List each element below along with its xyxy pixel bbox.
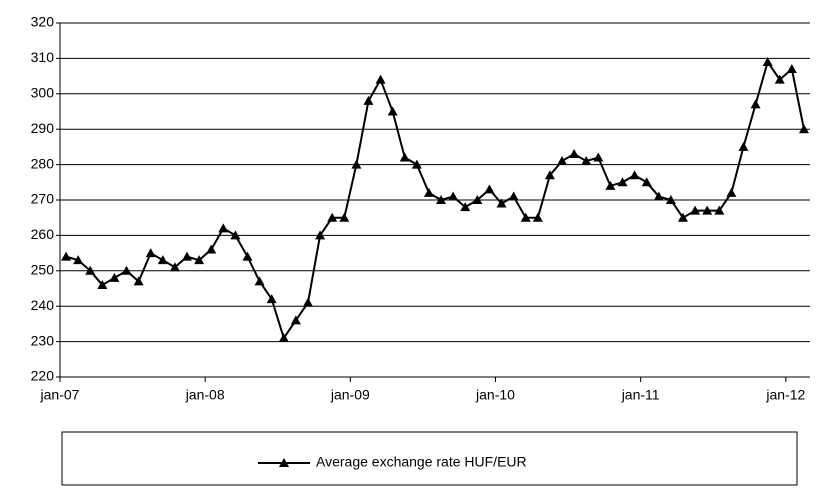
marker: [690, 205, 701, 215]
marker: [266, 294, 277, 304]
marker: [629, 170, 640, 180]
marker: [278, 333, 289, 343]
marker: [121, 265, 132, 275]
marker: [133, 276, 144, 286]
marker: [605, 180, 616, 190]
marker: [242, 251, 253, 261]
marker: [363, 95, 374, 105]
marker: [750, 99, 761, 109]
marker: [653, 191, 664, 201]
marker: [375, 74, 386, 84]
y-tick-label: 230: [31, 332, 55, 348]
marker: [593, 152, 604, 162]
x-tick-label: jan-12: [765, 387, 805, 403]
marker: [726, 187, 737, 197]
marker: [508, 191, 519, 201]
marker: [254, 276, 265, 286]
legend-box: [61, 431, 798, 486]
x-tick-label: jan-08: [185, 387, 225, 403]
legend-label: Average exchange rate HUF/EUR: [316, 454, 527, 470]
y-tick-label: 250: [31, 262, 55, 278]
marker: [339, 212, 350, 222]
marker: [665, 195, 676, 204]
marker: [436, 195, 447, 204]
legend-marker: [279, 458, 289, 467]
marker: [544, 170, 555, 180]
marker: [61, 251, 72, 261]
marker: [448, 191, 459, 201]
marker: [351, 159, 362, 169]
y-tick-label: 240: [31, 297, 55, 313]
marker: [157, 255, 168, 265]
marker: [472, 195, 483, 204]
marker: [496, 198, 507, 208]
marker: [617, 177, 628, 187]
marker: [85, 265, 96, 275]
marker: [230, 230, 241, 240]
marker: [169, 262, 180, 272]
y-tick-label: 300: [31, 85, 55, 101]
marker: [327, 212, 338, 222]
marker: [641, 177, 652, 187]
x-tick-label: jan-10: [475, 387, 515, 403]
marker: [411, 159, 422, 169]
y-tick-label: 310: [31, 49, 55, 65]
marker: [423, 187, 434, 197]
marker: [774, 74, 785, 84]
marker: [569, 148, 580, 158]
marker: [702, 205, 713, 215]
marker: [557, 156, 568, 166]
marker: [290, 315, 301, 325]
marker: [581, 156, 592, 166]
marker: [145, 248, 156, 258]
y-tick-label: 280: [31, 155, 55, 171]
marker: [399, 152, 410, 162]
marker: [738, 141, 749, 151]
marker: [302, 297, 313, 307]
marker: [218, 223, 229, 233]
marker: [677, 212, 688, 222]
marker: [460, 202, 471, 212]
marker: [484, 184, 495, 194]
marker: [182, 251, 193, 261]
marker: [387, 106, 398, 116]
marker: [206, 244, 217, 254]
x-tick-label: jan-11: [621, 387, 660, 403]
marker: [315, 230, 326, 240]
y-tick-label: 220: [31, 368, 55, 384]
marker: [97, 279, 108, 289]
x-tick-label: jan-07: [40, 387, 80, 403]
marker: [786, 64, 797, 74]
y-tick-label: 320: [31, 14, 55, 30]
marker: [762, 56, 773, 66]
marker: [73, 255, 84, 265]
marker: [520, 212, 531, 222]
marker: [194, 255, 205, 265]
y-tick-label: 290: [31, 120, 55, 136]
y-tick-label: 260: [31, 226, 55, 242]
marker: [798, 124, 809, 134]
marker: [714, 205, 725, 215]
marker: [532, 212, 543, 222]
x-tick-label: jan-09: [330, 387, 370, 403]
y-tick-label: 270: [31, 191, 55, 207]
marker: [109, 272, 120, 282]
